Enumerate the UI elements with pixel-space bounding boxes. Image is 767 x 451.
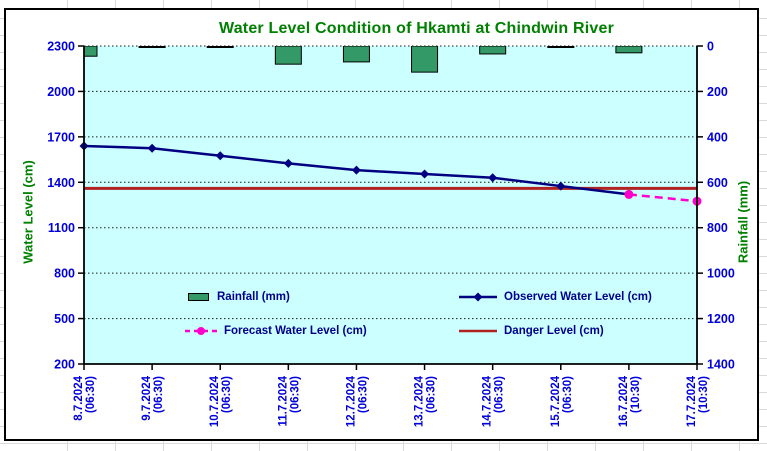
right-axis-title: Rainfall (mm) (735, 180, 751, 264)
right-axis-tick-label: 400 (707, 130, 728, 144)
legend-entry-danger: Danger Level (cm) (458, 325, 604, 337)
rainfall-bar (479, 46, 507, 55)
danger-line-icon (459, 329, 497, 333)
rainfall-bar-zero (206, 46, 234, 48)
x-axis-label: 16.7.2024(10:30) (618, 375, 642, 427)
right-axis-tick-label: 1200 (707, 312, 735, 326)
x-axis-label: 9.7.2024(06:30) (141, 375, 165, 420)
chart-object[interactable]: 2300 2000 1700 1400 1100 800 500 200 0 200 400 600 8… (4, 8, 759, 441)
left-axis-tick-label: 2000 (47, 85, 75, 99)
observed-marker (420, 169, 430, 179)
x-axis-label: 15.7.2024(06:30) (550, 375, 574, 427)
right-axis-tick-label: 800 (707, 221, 728, 235)
observed-marker (147, 143, 157, 153)
right-axis-tick-label: 1000 (707, 267, 735, 281)
left-axis-tick-label: 1100 (48, 221, 75, 235)
left-axis-tick-label: 800 (54, 267, 75, 281)
left-axis-tick-label: 200 (54, 358, 75, 372)
x-axis-label: 8.7.2024(06:30) (73, 375, 97, 420)
left-axis-tick-label: 2300 (47, 40, 75, 54)
observed-marker (556, 181, 566, 191)
right-axis-tick-label: 0 (707, 40, 714, 54)
left-axis-tick-label: 1700 (47, 130, 75, 144)
forecast-line-icon (185, 327, 217, 335)
chart-title: Water Level Condition of Hkamti at Chind… (218, 20, 615, 37)
forecast-marker (624, 189, 634, 199)
observed-marker (215, 151, 225, 161)
legend-label-rainfall: Rainfall (mm) (217, 291, 290, 303)
rainfall-bar-zero (138, 46, 166, 48)
observed-marker (488, 173, 498, 183)
x-axis-label: 13.7.2024(06:30) (414, 375, 438, 427)
legend-label-danger: Danger Level (cm) (504, 325, 604, 337)
rainfall-bar (274, 46, 302, 65)
x-axis-label: 14.7.2024(06:30) (482, 375, 506, 427)
left-axis-tick-label: 500 (54, 312, 75, 326)
legend-entry-observed: Observed Water Level (cm) (458, 291, 652, 303)
right-axis-tick-label: 1400 (707, 358, 735, 372)
plot-area (84, 46, 697, 364)
rainfall-bar (84, 46, 98, 57)
forecast-line (628, 193, 698, 203)
rainfall-bar (342, 46, 370, 63)
chart-plot-canvas: 2300200017001400110080050020002004006008… (47, 40, 735, 428)
legend-entry-forecast: Forecast Water Level (cm) (184, 325, 367, 337)
legend-label-observed: Observed Water Level (cm) (504, 291, 652, 303)
left-axis-title: Water Level (cm) (20, 160, 36, 264)
right-axis-tick-label: 600 (707, 176, 728, 190)
x-axis-label: 17.7.2024(10:30) (686, 375, 710, 427)
rainfall-swatch-icon (188, 293, 209, 301)
x-axis-label: 12.7.2024(06:30) (345, 375, 369, 427)
rainfall-bar (411, 46, 439, 73)
observed-marker (283, 158, 293, 168)
legend-entry-rainfall: Rainfall (mm) (187, 291, 290, 303)
left-axis-tick-label: 1400 (47, 176, 75, 190)
x-axis-label: 11.7.2024(06:30) (277, 375, 301, 426)
observed-line-icon (459, 292, 497, 302)
legend-label-forecast: Forecast Water Level (cm) (224, 325, 367, 337)
x-axis-label: 10.7.2024(06:30) (209, 375, 233, 427)
right-axis-tick-label: 200 (707, 85, 728, 99)
observed-marker (351, 165, 361, 175)
rainfall-bar (615, 46, 643, 54)
rainfall-bar-zero (547, 46, 575, 48)
